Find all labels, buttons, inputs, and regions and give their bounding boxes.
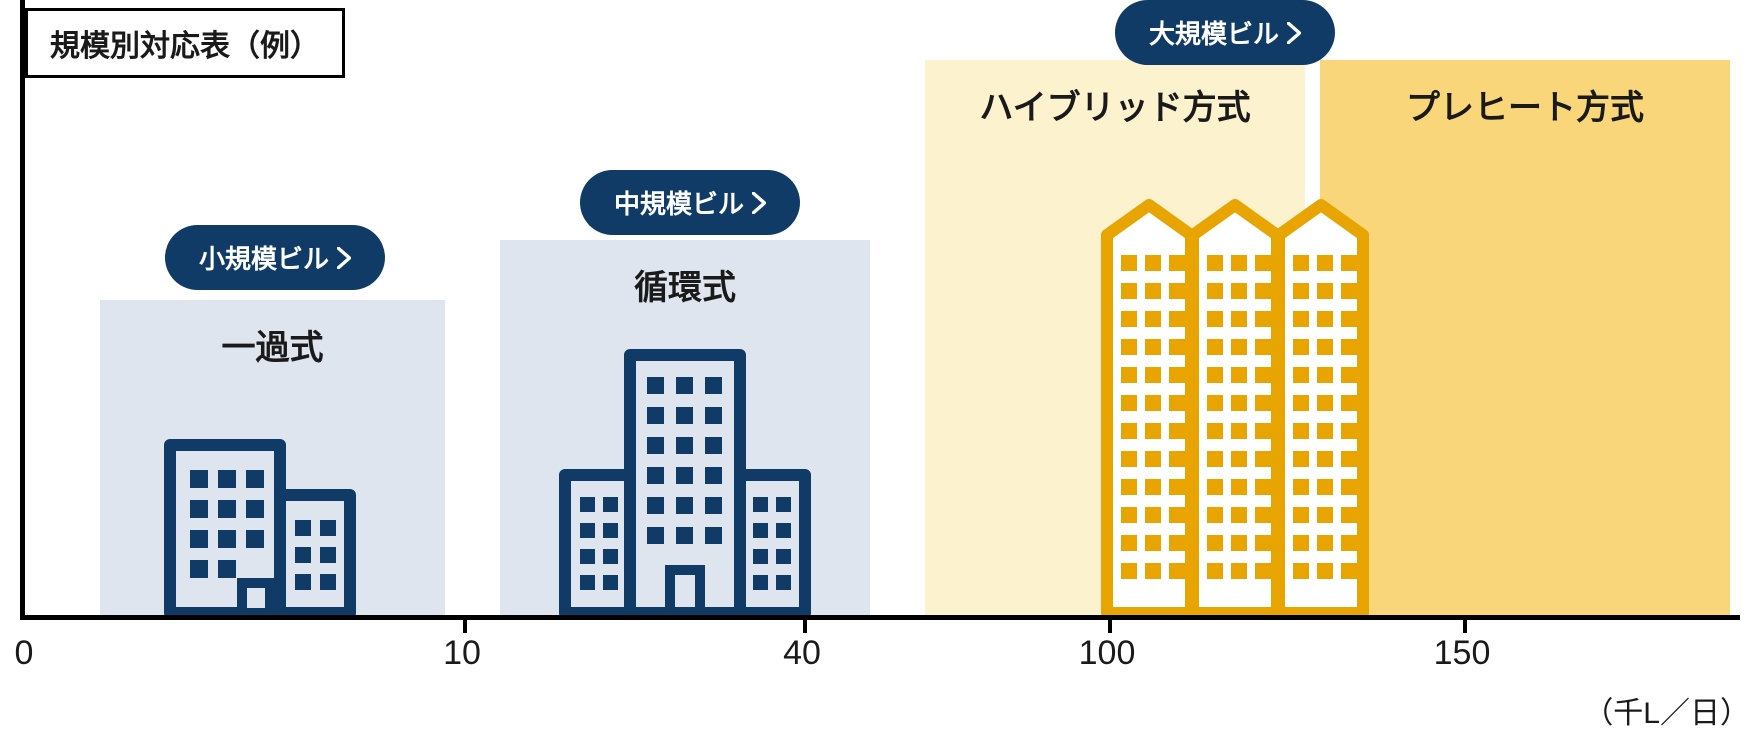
axis-tick [1463, 615, 1467, 633]
tick-label-4: 150 [1434, 634, 1491, 673]
chart-area: 一過式 循環式 [20, 0, 1740, 620]
large-building-link[interactable]: 大規模ビル [1115, 0, 1335, 65]
small-building-icon [160, 435, 360, 615]
block-small: 一過式 [100, 300, 445, 615]
chevron-right-icon [1287, 22, 1301, 44]
small-pill-label: 小規模ビル [199, 239, 329, 276]
axis-tick [803, 615, 807, 633]
small-building-link[interactable]: 小規模ビル [165, 225, 385, 290]
chevron-right-icon [752, 192, 766, 214]
block-small-label: 一過式 [100, 320, 445, 369]
block-medium-label: 循環式 [500, 260, 870, 309]
large-pill-label: 大規模ビル [1149, 14, 1279, 51]
chevron-right-icon [337, 247, 351, 269]
tick-label-3: 100 [1079, 634, 1136, 673]
axis-tick [463, 615, 467, 633]
medium-building-icon [555, 345, 815, 615]
medium-pill-label: 中規模ビル [614, 184, 744, 221]
medium-building-link[interactable]: 中規模ビル [580, 170, 800, 235]
axis-unit-label: （千L／日） [1583, 688, 1750, 732]
block-medium: 循環式 [500, 240, 870, 615]
tick-label-1: 10 [443, 634, 481, 673]
block-hybrid-label: ハイブリッド方式 [925, 80, 1305, 129]
tick-label-2: 40 [783, 634, 821, 673]
large-building-icon [1095, 195, 1375, 615]
tick-label-0: 0 [15, 634, 34, 673]
block-preheat: プレヒート方式 [1320, 60, 1730, 615]
axis-tick [1108, 615, 1112, 633]
block-preheat-label: プレヒート方式 [1320, 80, 1730, 129]
